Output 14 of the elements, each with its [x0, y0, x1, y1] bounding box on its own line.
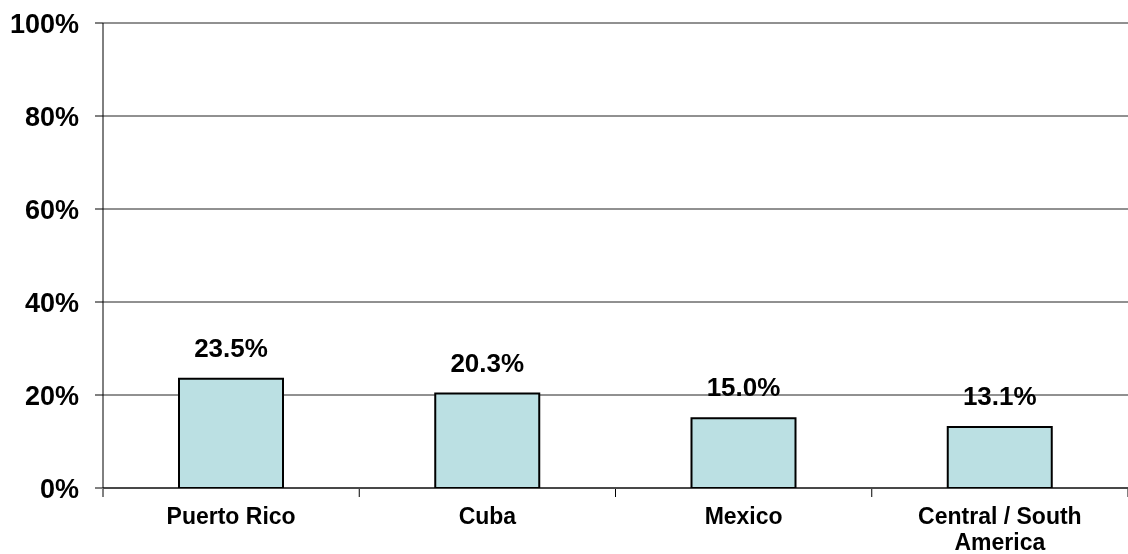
data-label: 13.1% — [962, 381, 1037, 412]
y-tick-label: 60% — [24, 194, 79, 225]
data-label: 20.3% — [450, 347, 525, 378]
y-tick-label: 0% — [39, 473, 79, 504]
y-tick-label: 80% — [24, 101, 79, 132]
y-tick-label: 40% — [24, 287, 79, 318]
x-tick-label: Central / South America — [918, 503, 1082, 554]
x-tick-label: Cuba — [458, 503, 517, 529]
x-tick-label: Puerto Rico — [166, 503, 296, 529]
data-label: 23.5% — [194, 332, 268, 363]
y-tick-label: 20% — [24, 380, 79, 411]
data-label: 15.0% — [706, 372, 781, 403]
x-tick-label: Mexico — [704, 503, 783, 529]
y-tick-label: 100% — [9, 8, 79, 39]
